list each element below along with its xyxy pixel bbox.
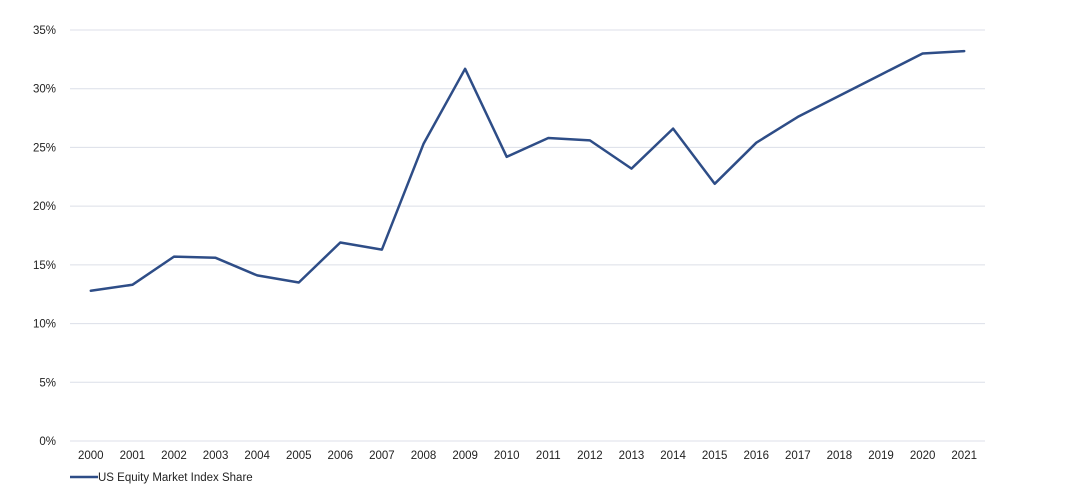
y-tick-label: 20% bbox=[33, 201, 56, 213]
x-tick-label: 2021 bbox=[951, 450, 977, 462]
x-tick-label: 2016 bbox=[743, 450, 769, 462]
x-tick-label: 2019 bbox=[868, 450, 894, 462]
legend-label: US Equity Market Index Share bbox=[98, 472, 253, 484]
x-tick-label: 2010 bbox=[494, 450, 520, 462]
legend: US Equity Market Index Share bbox=[70, 472, 253, 484]
x-tick-label: 2011 bbox=[536, 450, 561, 462]
y-tick-label: 5% bbox=[39, 377, 56, 389]
x-tick-label: 2007 bbox=[369, 450, 395, 462]
y-tick-label: 25% bbox=[33, 142, 56, 154]
x-tick-label: 2000 bbox=[78, 450, 104, 462]
x-tick-label: 2001 bbox=[120, 450, 146, 462]
x-tick-label: 2013 bbox=[619, 450, 645, 462]
y-tick-label: 35% bbox=[33, 25, 56, 37]
x-axis-tick-labels: 2000 2001 2002 2003 2004 2005 2006 2007 2008 2009… bbox=[78, 450, 977, 462]
y-axis-tick-labels: 0% 5% 10% 15% 20% 25% 30% 35% bbox=[33, 25, 56, 448]
x-tick-label: 2003 bbox=[203, 450, 229, 462]
x-tick-label: 2018 bbox=[827, 450, 853, 462]
y-tick-label: 30% bbox=[33, 84, 56, 96]
y-tick-label: 15% bbox=[33, 260, 56, 272]
series-lines bbox=[89, 49, 966, 292]
x-tick-label: 2004 bbox=[244, 450, 270, 462]
x-tick-label: 2020 bbox=[910, 450, 936, 462]
x-tick-label: 2015 bbox=[702, 450, 728, 462]
y-tick-label: 0% bbox=[39, 436, 56, 448]
y-tick-label: 10% bbox=[33, 319, 56, 331]
x-tick-label: 2006 bbox=[328, 450, 354, 462]
x-tick-label: 2005 bbox=[286, 450, 312, 462]
x-tick-label: 2012 bbox=[577, 450, 603, 462]
x-tick-label: 2017 bbox=[785, 450, 811, 462]
x-tick-label: 2014 bbox=[660, 450, 686, 462]
x-tick-label: 2008 bbox=[411, 450, 437, 462]
x-tick-label: 2002 bbox=[161, 450, 187, 462]
x-tick-label: 2009 bbox=[452, 450, 478, 462]
series-line bbox=[89, 49, 966, 292]
